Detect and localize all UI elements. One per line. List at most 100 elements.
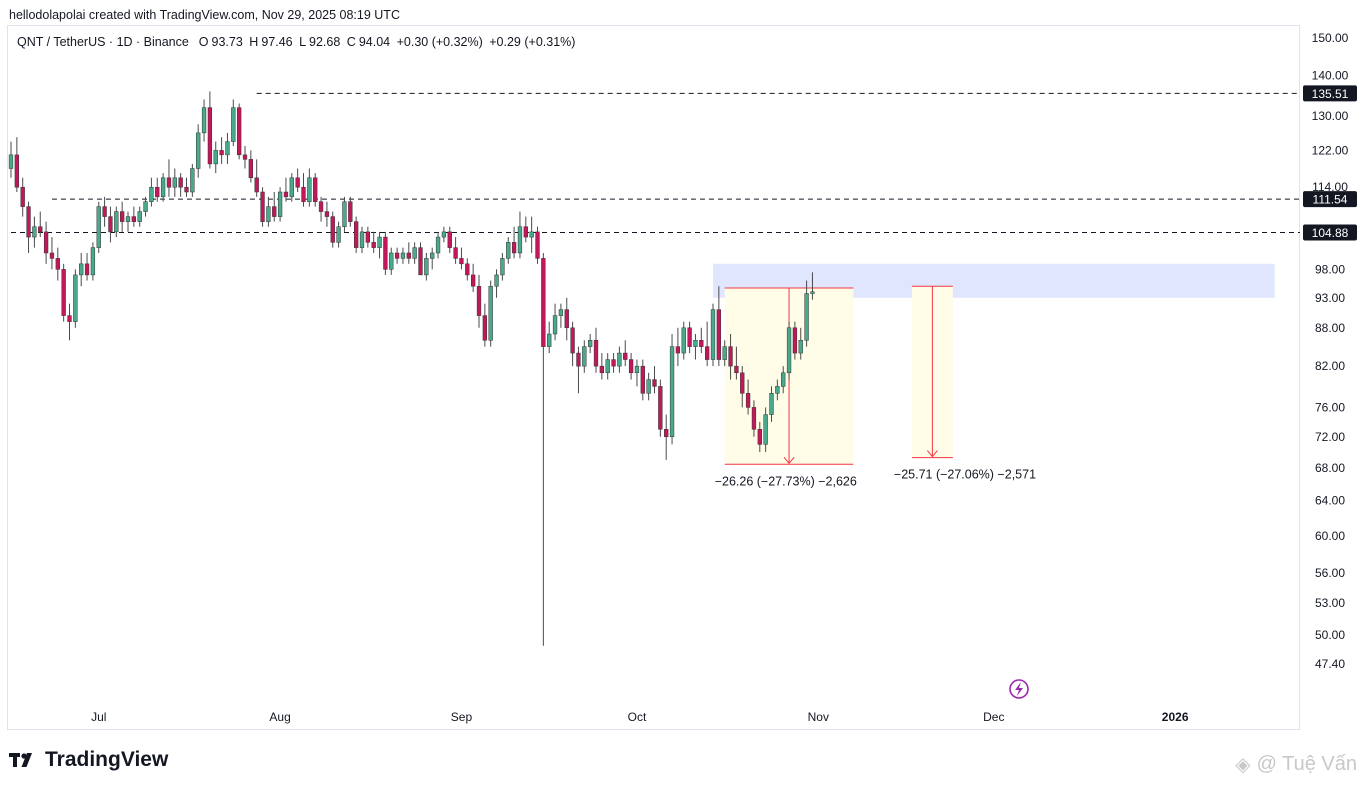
candle[interactable]: [125, 211, 131, 232]
candle[interactable]: [8, 141, 14, 178]
candle[interactable]: [73, 269, 78, 328]
candle[interactable]: [628, 353, 634, 380]
candle[interactable]: [634, 359, 640, 387]
candle[interactable]: [14, 137, 19, 193]
candle[interactable]: [617, 346, 622, 373]
candle[interactable]: [757, 421, 762, 453]
candle[interactable]: [406, 242, 411, 264]
candle[interactable]: [342, 196, 347, 232]
candle[interactable]: [26, 201, 31, 253]
candle[interactable]: [681, 321, 686, 360]
candle[interactable]: [79, 252, 84, 287]
candle[interactable]: [552, 303, 558, 341]
candle[interactable]: [231, 99, 236, 146]
candle[interactable]: [190, 163, 195, 197]
candle[interactable]: [506, 237, 511, 264]
candle[interactable]: [494, 269, 499, 298]
candle[interactable]: [611, 353, 616, 373]
candle[interactable]: [576, 346, 581, 394]
candle[interactable]: [740, 366, 745, 408]
candle[interactable]: [32, 216, 37, 248]
candle[interactable]: [120, 201, 125, 232]
candle[interactable]: [61, 263, 66, 322]
candle[interactable]: [55, 247, 60, 281]
candle[interactable]: [277, 187, 283, 222]
candle[interactable]: [675, 327, 681, 367]
candle[interactable]: [582, 340, 587, 373]
candle[interactable]: [38, 211, 43, 238]
candle[interactable]: [482, 303, 488, 347]
candle[interactable]: [260, 187, 265, 227]
candle[interactable]: [43, 221, 49, 264]
candle[interactable]: [435, 231, 441, 259]
candle[interactable]: [488, 280, 493, 347]
candle[interactable]: [383, 231, 388, 275]
candle[interactable]: [313, 173, 318, 207]
candle[interactable]: [213, 141, 218, 174]
candle[interactable]: [453, 237, 458, 264]
candle[interactable]: [389, 247, 394, 275]
candle[interactable]: [354, 216, 359, 253]
candle[interactable]: [523, 216, 528, 243]
candle[interactable]: [283, 177, 289, 202]
candle[interactable]: [792, 321, 798, 360]
candle[interactable]: [810, 272, 815, 300]
candle[interactable]: [108, 206, 113, 243]
candle[interactable]: [400, 247, 406, 264]
candle[interactable]: [541, 252, 546, 646]
candle[interactable]: [84, 252, 90, 281]
candle[interactable]: [558, 303, 564, 328]
candle[interactable]: [336, 221, 341, 248]
candle[interactable]: [664, 414, 669, 460]
candle[interactable]: [131, 206, 136, 227]
candle[interactable]: [324, 201, 330, 227]
candle[interactable]: [418, 242, 423, 276]
candle[interactable]: [535, 226, 540, 264]
candle[interactable]: [20, 177, 25, 217]
candle[interactable]: [166, 159, 172, 197]
candle[interactable]: [593, 327, 599, 373]
candle[interactable]: [254, 159, 259, 197]
candle[interactable]: [219, 137, 224, 164]
candle[interactable]: [102, 196, 107, 227]
candle[interactable]: [172, 168, 177, 197]
candle[interactable]: [781, 366, 786, 394]
candle[interactable]: [564, 297, 569, 341]
candle[interactable]: [318, 196, 324, 222]
candle[interactable]: [307, 168, 312, 207]
candle[interactable]: [394, 247, 400, 264]
candle[interactable]: [272, 192, 277, 222]
candle[interactable]: [90, 242, 96, 281]
candle[interactable]: [669, 334, 675, 445]
candle[interactable]: [646, 372, 651, 401]
candle[interactable]: [237, 103, 242, 160]
candle[interactable]: [710, 303, 716, 367]
candle[interactable]: [763, 407, 768, 453]
candle[interactable]: [49, 237, 55, 270]
candle[interactable]: [699, 327, 704, 354]
candle[interactable]: [693, 334, 698, 360]
candle[interactable]: [588, 334, 593, 354]
candle[interactable]: [500, 252, 505, 281]
candle[interactable]: [225, 132, 230, 164]
candle[interactable]: [751, 400, 757, 437]
candle[interactable]: [67, 303, 72, 341]
candle[interactable]: [207, 91, 213, 169]
candle[interactable]: [517, 211, 523, 259]
candle[interactable]: [430, 247, 435, 270]
candle[interactable]: [734, 346, 739, 380]
candle[interactable]: [377, 231, 382, 259]
candle[interactable]: [786, 321, 792, 380]
candle[interactable]: [605, 353, 610, 380]
candle[interactable]: [348, 196, 353, 227]
candle[interactable]: [652, 366, 657, 394]
candle[interactable]: [371, 231, 376, 253]
candle[interactable]: [716, 286, 722, 367]
candle[interactable]: [289, 173, 294, 202]
candle[interactable]: [804, 280, 809, 347]
candle[interactable]: [301, 173, 306, 207]
candle[interactable]: [441, 226, 447, 243]
chart-pane[interactable]: [7, 25, 1300, 730]
candle[interactable]: [459, 247, 464, 270]
